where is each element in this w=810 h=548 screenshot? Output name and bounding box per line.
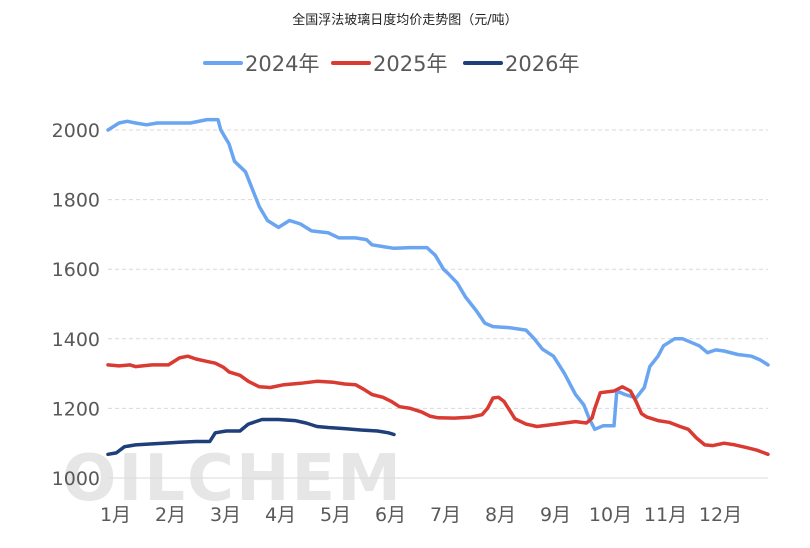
x-tick-label: 7月	[430, 504, 461, 526]
chart-title: 全国浮法玻璃日度均价走势图（元/吨）	[292, 12, 517, 28]
x-tick-label: 5月	[320, 504, 351, 526]
x-axis: 1月 2月 3月 4月 5月 6月 7月 8月 9月 10月 11月 12月	[100, 477, 768, 526]
series-line-2	[106, 354, 770, 457]
legend-item-1: 2024年	[203, 52, 319, 76]
x-tick-label: 8月	[485, 504, 516, 526]
legend-label: 2024年	[245, 52, 319, 76]
legend: 2024年 2025年 2026年	[203, 52, 579, 76]
x-tick-label: 12月	[699, 504, 742, 526]
x-tick-label: 10月	[589, 504, 632, 526]
legend-item-2: 2025年	[331, 52, 447, 76]
y-axis: 1000 1200 1400 1600 1800 2000	[52, 120, 100, 490]
x-tick-label: 11月	[644, 504, 687, 526]
legend-label: 2025年	[373, 52, 447, 76]
x-tick-label: 1月	[100, 504, 131, 526]
x-tick-label: 4月	[265, 504, 296, 526]
series-layer	[106, 117, 770, 457]
series-line-3	[106, 417, 396, 457]
y-tick-label: 2000	[52, 120, 100, 142]
y-tick-label: 1400	[52, 329, 100, 351]
x-tick-label: 3月	[210, 504, 241, 526]
x-tick-label: 2月	[155, 504, 186, 526]
y-tick-label: 1000	[52, 468, 100, 490]
y-tick-label: 1200	[52, 398, 100, 420]
watermark: OILCHEM	[62, 442, 403, 516]
gridlines	[108, 129, 768, 409]
x-tick-label: 9月	[540, 504, 571, 526]
y-tick-label: 1800	[52, 190, 100, 212]
legend-label: 2026年	[505, 52, 579, 76]
legend-item-3: 2026年	[463, 52, 579, 76]
series-line-1	[106, 117, 770, 432]
x-tick-label: 6月	[375, 504, 406, 526]
y-tick-label: 1600	[52, 259, 100, 281]
